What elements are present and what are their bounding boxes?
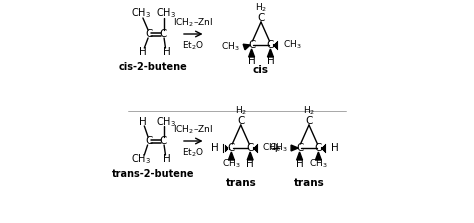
Text: $\mathregular{ICH_2}$–ZnI: $\mathregular{ICH_2}$–ZnI: [173, 17, 213, 29]
Text: cis: cis: [253, 65, 269, 75]
Text: C: C: [228, 143, 235, 153]
Text: H: H: [266, 56, 274, 66]
Text: C: C: [159, 29, 167, 39]
Text: C: C: [246, 143, 254, 153]
Text: H: H: [248, 56, 255, 66]
Text: C: C: [159, 136, 167, 146]
Text: C: C: [315, 143, 322, 153]
Text: $\mathregular{H_2}$: $\mathregular{H_2}$: [235, 105, 247, 117]
Text: $\mathregular{CH_3}$: $\mathregular{CH_3}$: [263, 142, 281, 154]
Text: $\mathregular{ICH_2}$–ZnI: $\mathregular{ICH_2}$–ZnI: [173, 124, 213, 136]
Text: C: C: [146, 136, 153, 146]
Text: $\mathregular{CH_3}$: $\mathregular{CH_3}$: [131, 6, 151, 20]
Text: trans: trans: [293, 178, 324, 188]
Text: C: C: [296, 143, 303, 153]
Text: H: H: [163, 154, 170, 164]
Text: H: H: [331, 143, 338, 153]
Text: trans: trans: [226, 178, 256, 188]
Polygon shape: [228, 152, 234, 160]
Text: $\mathregular{H_2}$: $\mathregular{H_2}$: [255, 2, 267, 14]
Text: C: C: [237, 116, 245, 126]
Text: H: H: [296, 159, 303, 169]
Text: H: H: [139, 47, 147, 57]
Text: C: C: [146, 29, 153, 39]
Text: $\mathregular{CH_3}$: $\mathregular{CH_3}$: [221, 41, 239, 53]
Text: $\mathregular{Et_2O}$: $\mathregular{Et_2O}$: [182, 147, 204, 159]
Text: H: H: [211, 143, 219, 153]
Polygon shape: [297, 152, 302, 160]
Text: H: H: [163, 47, 170, 57]
Polygon shape: [249, 49, 255, 57]
Text: $\mathregular{CH_3}$: $\mathregular{CH_3}$: [283, 39, 301, 51]
Polygon shape: [267, 49, 273, 57]
Text: $\mathregular{CH_3}$: $\mathregular{CH_3}$: [269, 142, 287, 154]
Text: $\mathregular{CH_3}$: $\mathregular{CH_3}$: [309, 158, 328, 170]
Text: $\mathregular{CH_3}$: $\mathregular{CH_3}$: [131, 152, 151, 166]
Text: $\mathregular{CH_3}$: $\mathregular{CH_3}$: [156, 115, 176, 129]
Text: C: C: [267, 40, 274, 50]
Text: H: H: [246, 159, 254, 169]
Text: C: C: [305, 116, 313, 126]
Text: $\mathregular{CH_3}$: $\mathregular{CH_3}$: [222, 158, 241, 170]
Polygon shape: [291, 145, 298, 151]
Text: trans-2-butene: trans-2-butene: [111, 169, 194, 179]
Text: +: +: [271, 142, 282, 155]
Text: $\mathregular{CH_3}$: $\mathregular{CH_3}$: [156, 6, 176, 20]
Polygon shape: [243, 44, 250, 50]
Text: $\mathregular{Et_2O}$: $\mathregular{Et_2O}$: [182, 40, 204, 52]
Text: C: C: [248, 40, 255, 50]
Text: $\mathregular{H_2}$: $\mathregular{H_2}$: [303, 105, 315, 117]
Text: cis-2-butene: cis-2-butene: [118, 62, 187, 72]
Text: H: H: [139, 117, 147, 127]
Polygon shape: [316, 152, 321, 160]
Polygon shape: [247, 152, 253, 160]
Text: C: C: [257, 13, 264, 23]
